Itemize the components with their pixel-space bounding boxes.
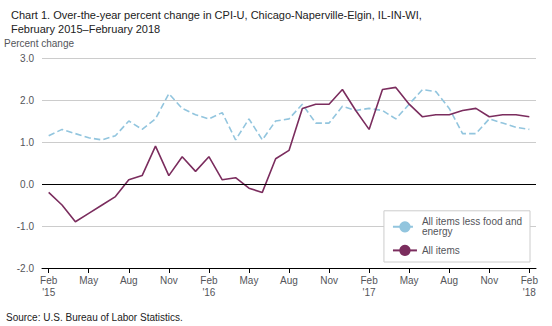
svg-text:All items: All items	[422, 245, 460, 256]
svg-text:'16: '16	[202, 287, 215, 298]
svg-text:Nov: Nov	[160, 275, 178, 286]
svg-text:3.0: 3.0	[20, 53, 34, 64]
svg-text:'15: '15	[42, 287, 55, 298]
svg-text:Aug: Aug	[120, 275, 138, 286]
svg-text:Nov: Nov	[320, 275, 338, 286]
svg-text:May: May	[239, 275, 258, 286]
svg-text:2.0: 2.0	[20, 95, 34, 106]
svg-text:Feb: Feb	[40, 275, 58, 286]
svg-text:Feb: Feb	[360, 275, 378, 286]
svg-text:0.0: 0.0	[20, 179, 34, 190]
svg-text:energy: energy	[422, 226, 453, 237]
svg-text:-2.0: -2.0	[17, 263, 35, 274]
svg-text:May: May	[400, 275, 419, 286]
svg-text:1.0: 1.0	[20, 137, 34, 148]
svg-text:Nov: Nov	[480, 275, 498, 286]
svg-text:Aug: Aug	[280, 275, 298, 286]
svg-text:'18: '18	[523, 287, 536, 298]
svg-text:'17: '17	[363, 287, 376, 298]
svg-text:Feb: Feb	[521, 275, 539, 286]
svg-text:February 2015–February 2018: February 2015–February 2018	[11, 23, 160, 35]
svg-text:Aug: Aug	[440, 275, 458, 286]
svg-text:-1.0: -1.0	[17, 221, 35, 232]
svg-text:Chart 1. Over-the-year percent: Chart 1. Over-the-year percent change in…	[11, 9, 422, 21]
svg-text:All items less food and: All items less food and	[422, 216, 522, 228]
svg-text:Percent change: Percent change	[4, 38, 74, 49]
svg-text:Source: U.S. Bureau of Labor S: Source: U.S. Bureau of Labor Statistics.	[6, 312, 183, 323]
svg-text:Feb: Feb	[200, 275, 218, 286]
svg-text:May: May	[79, 275, 98, 286]
